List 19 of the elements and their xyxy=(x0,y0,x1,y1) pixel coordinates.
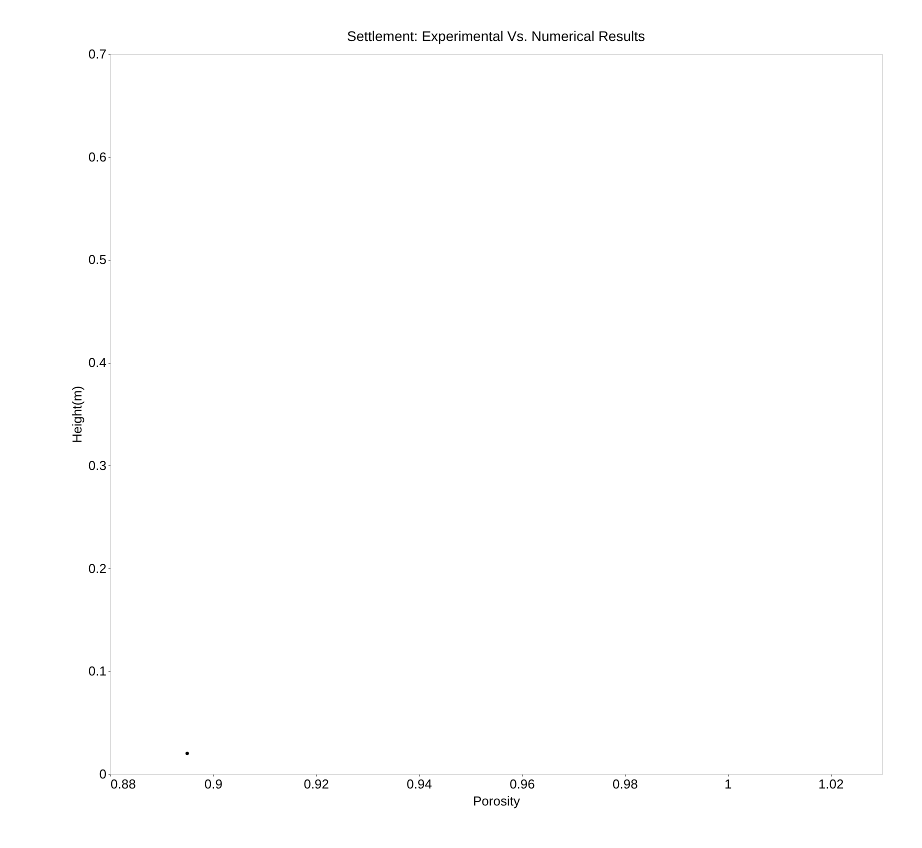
y-tick-label: 0.6 xyxy=(88,149,106,164)
x-tick-label: 1.02 xyxy=(818,776,844,792)
x-tick-label: 0.96 xyxy=(510,776,535,792)
y-axis-title: Height(m) xyxy=(69,386,84,444)
y-tick-label: 0.2 xyxy=(88,560,106,576)
y-tick-label: 0.7 xyxy=(88,46,106,62)
x-axis-title: Porosity xyxy=(473,794,520,808)
y-tick-label: 0.5 xyxy=(88,252,106,268)
x-tick-label: 0.92 xyxy=(304,776,330,792)
chart-title: Settlement: Experimental Vs. Numerical Results xyxy=(347,28,645,44)
y-tick-label: 0.1 xyxy=(88,664,106,679)
y-tick-label: 0.3 xyxy=(88,458,106,473)
y-tick-label: 0 xyxy=(99,766,106,782)
y-tick-label: 0.4 xyxy=(88,355,106,370)
x-tick-label: 0.88 xyxy=(110,776,136,792)
x-tick-label: 0.9 xyxy=(204,776,222,792)
x-tick-label: 1 xyxy=(724,776,732,792)
x-tick-label: 0.94 xyxy=(406,776,432,792)
x-tick-label: 0.98 xyxy=(612,776,638,792)
